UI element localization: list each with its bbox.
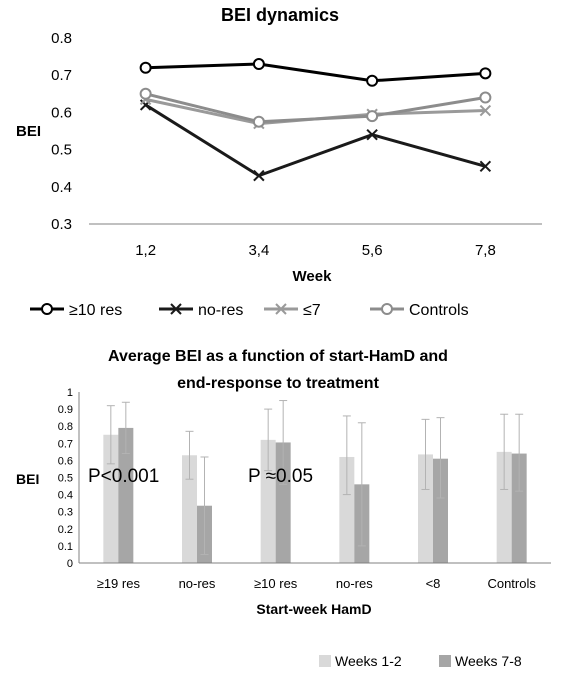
annotation-p-005: P ≈0.05 — [248, 466, 313, 487]
line-point-ge10-res-0 — [139, 61, 152, 74]
bar-weeks-1-2-3 — [339, 456, 355, 563]
bar-chart-title-line-2: end-response to treatment — [177, 375, 379, 392]
legend-swatch-weeks-7-8 — [439, 655, 451, 667]
line-chart: BEI dynamics BEI Week 0.3 0.4 0.5 0.6 0.7 0.8… — [16, 5, 542, 319]
legend-label-le7: ≤7 — [303, 302, 321, 319]
bar-chart-y-ticks: 0 0.1 0.2 0.3 0.4 0.5 0.6 0.7 0.8 0.9 1 — [58, 387, 73, 570]
bar-y-tick-label-1: 0.1 — [58, 541, 73, 553]
legend-marker-le7-stroke-b — [275, 303, 287, 315]
bar-chart-bars — [103, 400, 527, 563]
bar-weeks-7-8-0 — [118, 427, 134, 563]
bar-chart-x-ticks: ≥19 res no-res ≥10 res no-res <8 Controls — [97, 576, 537, 591]
line-point-no-res-2-stroke-b — [366, 129, 378, 141]
line-x-tick-label-0: 1,2 — [135, 242, 156, 259]
line-x-tick-label-3: 7,8 — [475, 242, 496, 259]
bar-y-tick-label-8: 0.8 — [58, 421, 73, 433]
line-point-no-res-1 — [253, 169, 265, 182]
line-y-tick-label-0: 0.3 — [51, 216, 72, 233]
bar-x-tick-label-2: ≥10 res — [254, 576, 298, 591]
bar-x-tick-label-3: no-res — [336, 576, 373, 591]
bar-weeks-1-2-1 — [182, 455, 197, 563]
line-chart-ylabel: BEI — [16, 123, 41, 140]
bar-y-tick-label-9: 0.9 — [58, 404, 73, 416]
bar-y-tick-label-6: 0.6 — [58, 455, 73, 467]
line-series-no-res — [144, 103, 486, 178]
line-point-controls-3 — [479, 91, 492, 104]
bar-weeks-1-2-4 — [418, 454, 433, 563]
bar-x-tick-label-1: no-res — [179, 576, 216, 591]
bar-y-tick-label-5: 0.5 — [58, 473, 73, 485]
bar-y-tick-label-7: 0.7 — [58, 438, 73, 450]
line-point-controls-2 — [366, 110, 379, 123]
legend-label-ge10-res: ≥10 res — [69, 302, 122, 319]
line-chart-series — [139, 58, 492, 182]
bar-chart-xlabel: Start-week HamD — [256, 601, 371, 617]
line-y-tick-label-5: 0.8 — [51, 30, 72, 47]
bar-x-tick-label-4: <8 — [426, 576, 441, 591]
line-point-ge10-res-3 — [479, 67, 492, 80]
bar-y-tick-label-4: 0.4 — [58, 490, 73, 502]
line-point-ge10-res-2 — [366, 74, 379, 87]
line-point-no-res-2 — [366, 129, 378, 141]
line-y-tick-label-2: 0.5 — [51, 142, 72, 159]
legend-label-controls: Controls — [409, 302, 469, 319]
bar-chart: Average BEI as a function of start-HamD … — [16, 348, 551, 669]
bar-y-tick-label-3: 0.3 — [58, 507, 73, 519]
line-point-no-res-3-stroke-b — [479, 160, 492, 173]
line-x-tick-label-1: 3,4 — [248, 242, 269, 259]
bar-y-tick-label-10: 1 — [67, 387, 73, 399]
bar-x-tick-label-5: Controls — [487, 576, 536, 591]
line-y-tick-label-4: 0.7 — [51, 67, 72, 84]
line-point-controls-1 — [252, 115, 265, 128]
legend-label-weeks-1-2: Weeks 1-2 — [335, 653, 402, 669]
bar-y-tick-label-2: 0.2 — [58, 524, 73, 536]
line-series-controls — [145, 92, 486, 124]
line-series-ge10-res — [145, 62, 486, 83]
line-point-le7-3 — [479, 104, 492, 117]
bar-weeks-1-2-5 — [496, 451, 512, 563]
bar-y-tick-label-0: 0 — [67, 558, 73, 570]
bar-weeks-7-8-5 — [511, 453, 527, 563]
bar-chart-legend: Weeks 1-2 Weeks 7-8 — [319, 653, 522, 669]
line-point-no-res-1-stroke-b — [253, 169, 265, 182]
line-chart-title: BEI dynamics — [221, 5, 339, 25]
line-chart-legend: ≥10 res no-res ≤7 Controls — [30, 302, 469, 319]
legend-marker-no-res-stroke-b — [170, 303, 182, 315]
legend-marker-controls — [381, 303, 393, 315]
line-point-ge10-res-1 — [252, 58, 265, 71]
bar-chart-title-line-1: Average BEI as a function of start-HamD … — [108, 348, 448, 365]
legend-swatch-weeks-1-2 — [319, 655, 331, 667]
legend-marker-ge10-res — [41, 303, 53, 315]
line-x-tick-label-2: 5,6 — [362, 242, 383, 259]
annotation-p-001: P<0.001 — [88, 466, 159, 487]
bar-weeks-7-8-4 — [433, 458, 448, 563]
line-chart-y-ticks: 0.3 0.4 0.5 0.6 0.7 0.8 — [51, 30, 72, 233]
line-y-tick-label-1: 0.4 — [51, 179, 72, 196]
line-point-controls-0 — [139, 87, 152, 100]
legend-label-weeks-7-8: Weeks 7-8 — [455, 653, 522, 669]
line-point-le7-3-stroke-b — [479, 104, 492, 117]
line-chart-xlabel: Week — [293, 268, 333, 285]
bar-weeks-7-8-2 — [275, 442, 291, 563]
line-y-tick-label-3: 0.6 — [51, 104, 72, 121]
bar-chart-ylabel: BEI — [16, 471, 39, 487]
line-point-no-res-3 — [479, 160, 492, 173]
legend-marker-no-res — [170, 303, 182, 315]
legend-label-no-res: no-res — [198, 302, 243, 319]
legend-marker-le7 — [275, 303, 287, 315]
bar-weeks-1-2-0 — [103, 434, 119, 563]
bar-x-tick-label-0: ≥19 res — [97, 576, 141, 591]
line-chart-x-ticks: 1,2 3,4 5,6 7,8 — [135, 242, 496, 259]
